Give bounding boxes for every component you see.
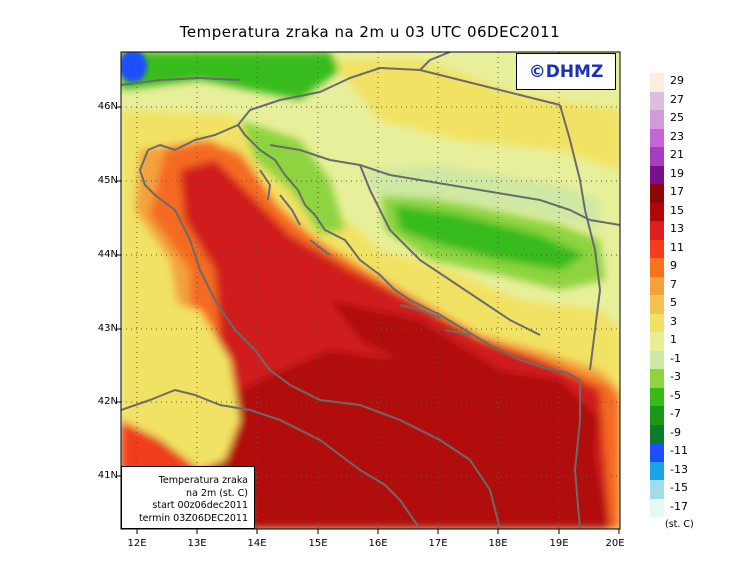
dhmz-logo: ©DHMZ [516,53,616,90]
legend-swatch [650,276,664,295]
coastlines [121,52,620,529]
legend-swatch [650,387,664,406]
info-line: Temperatura zraka [158,475,248,486]
legend-label: -15 [670,481,688,495]
legend-swatch [650,498,664,517]
chart-title: Temperatura zraka na 2m u 03 UTC 06DEC20… [179,23,561,41]
legend-label: 15 [670,203,684,217]
info-line: na 2m (st. C) [186,487,248,499]
lon-label: 18E [488,538,508,549]
legend-swatch [650,332,664,351]
lon-label: 12E [127,538,147,549]
legend-swatch [650,295,664,314]
legend-label: 7 [670,277,677,291]
legend-unit: (st. C) [665,519,694,530]
legend-label: 11 [670,240,684,254]
legend-label: 1 [670,333,677,347]
region-cold-spot [121,52,147,82]
lon-label: 15E [308,538,328,549]
lat-label: 46N [97,101,118,112]
region-italy-pale [121,300,240,470]
legend-swatch [650,165,664,184]
legend-label: -17 [670,499,688,513]
legend-label: 19 [670,166,684,180]
legend-label: 13 [670,222,684,236]
legend-swatch [650,424,664,443]
legend-label: 21 [670,148,684,162]
legend-swatch [650,480,664,499]
lon-label: 20E [605,538,625,549]
legend-swatch [650,406,664,425]
lon-label: 19E [549,538,569,549]
legend-swatch [650,147,664,166]
info-box: Temperatura zraka na 2m (st. C) start 00… [121,466,255,529]
legend-swatch [650,239,664,258]
region-hot-south [330,300,600,470]
region-yellow-north [330,60,620,170]
lat-label: 43N [97,323,118,334]
legend-label: 23 [670,129,684,143]
tick-marks [116,106,620,534]
legend-label: -9 [670,425,681,439]
lon-label: 13E [187,538,207,549]
legend-swatch [650,110,664,129]
legend-label: -13 [670,462,688,476]
legend-swatch [650,350,664,369]
legend-label: 27 [670,92,684,106]
legend-swatch [650,369,664,388]
legend-label: -1 [670,351,681,365]
legend-label: 5 [670,296,677,310]
region-pale-bosnia [360,165,600,230]
legend-swatch [650,221,664,240]
legend-swatch [650,128,664,147]
lon-label: 14E [247,538,267,549]
lat-label: 41N [97,470,118,481]
lat-label: 42N [97,396,118,407]
gridlines [121,52,620,529]
legend-swatch [650,313,664,332]
legend-swatch [650,258,664,277]
legend-label: -5 [670,388,681,402]
legend-label: 9 [670,259,677,273]
legend-swatch [650,184,664,203]
legend-label: 3 [670,314,677,328]
legend-label: -3 [670,370,681,384]
plot-frame [120,51,621,530]
legend-label: 17 [670,185,684,199]
legend-swatch [650,202,664,221]
legend-swatch [650,443,664,462]
lon-label: 16E [368,538,388,549]
info-line: start 00z06dec2011 [152,500,248,511]
region-green-north [121,52,340,100]
legend-label: 25 [670,111,684,125]
lon-label: 17E [428,538,448,549]
legend-label: 29 [670,74,684,88]
info-line: termin 03Z06DEC2011 [138,512,248,524]
legend-swatch [650,73,664,92]
legend-swatch [650,91,664,110]
legend-swatch [650,461,664,480]
region-green-bosnia-dark [395,205,585,270]
lat-label: 44N [97,249,118,260]
legend-label: -11 [670,444,688,458]
legend-label: -7 [670,407,681,421]
region-green-gorski [240,120,345,235]
lat-label: 45N [97,175,118,186]
